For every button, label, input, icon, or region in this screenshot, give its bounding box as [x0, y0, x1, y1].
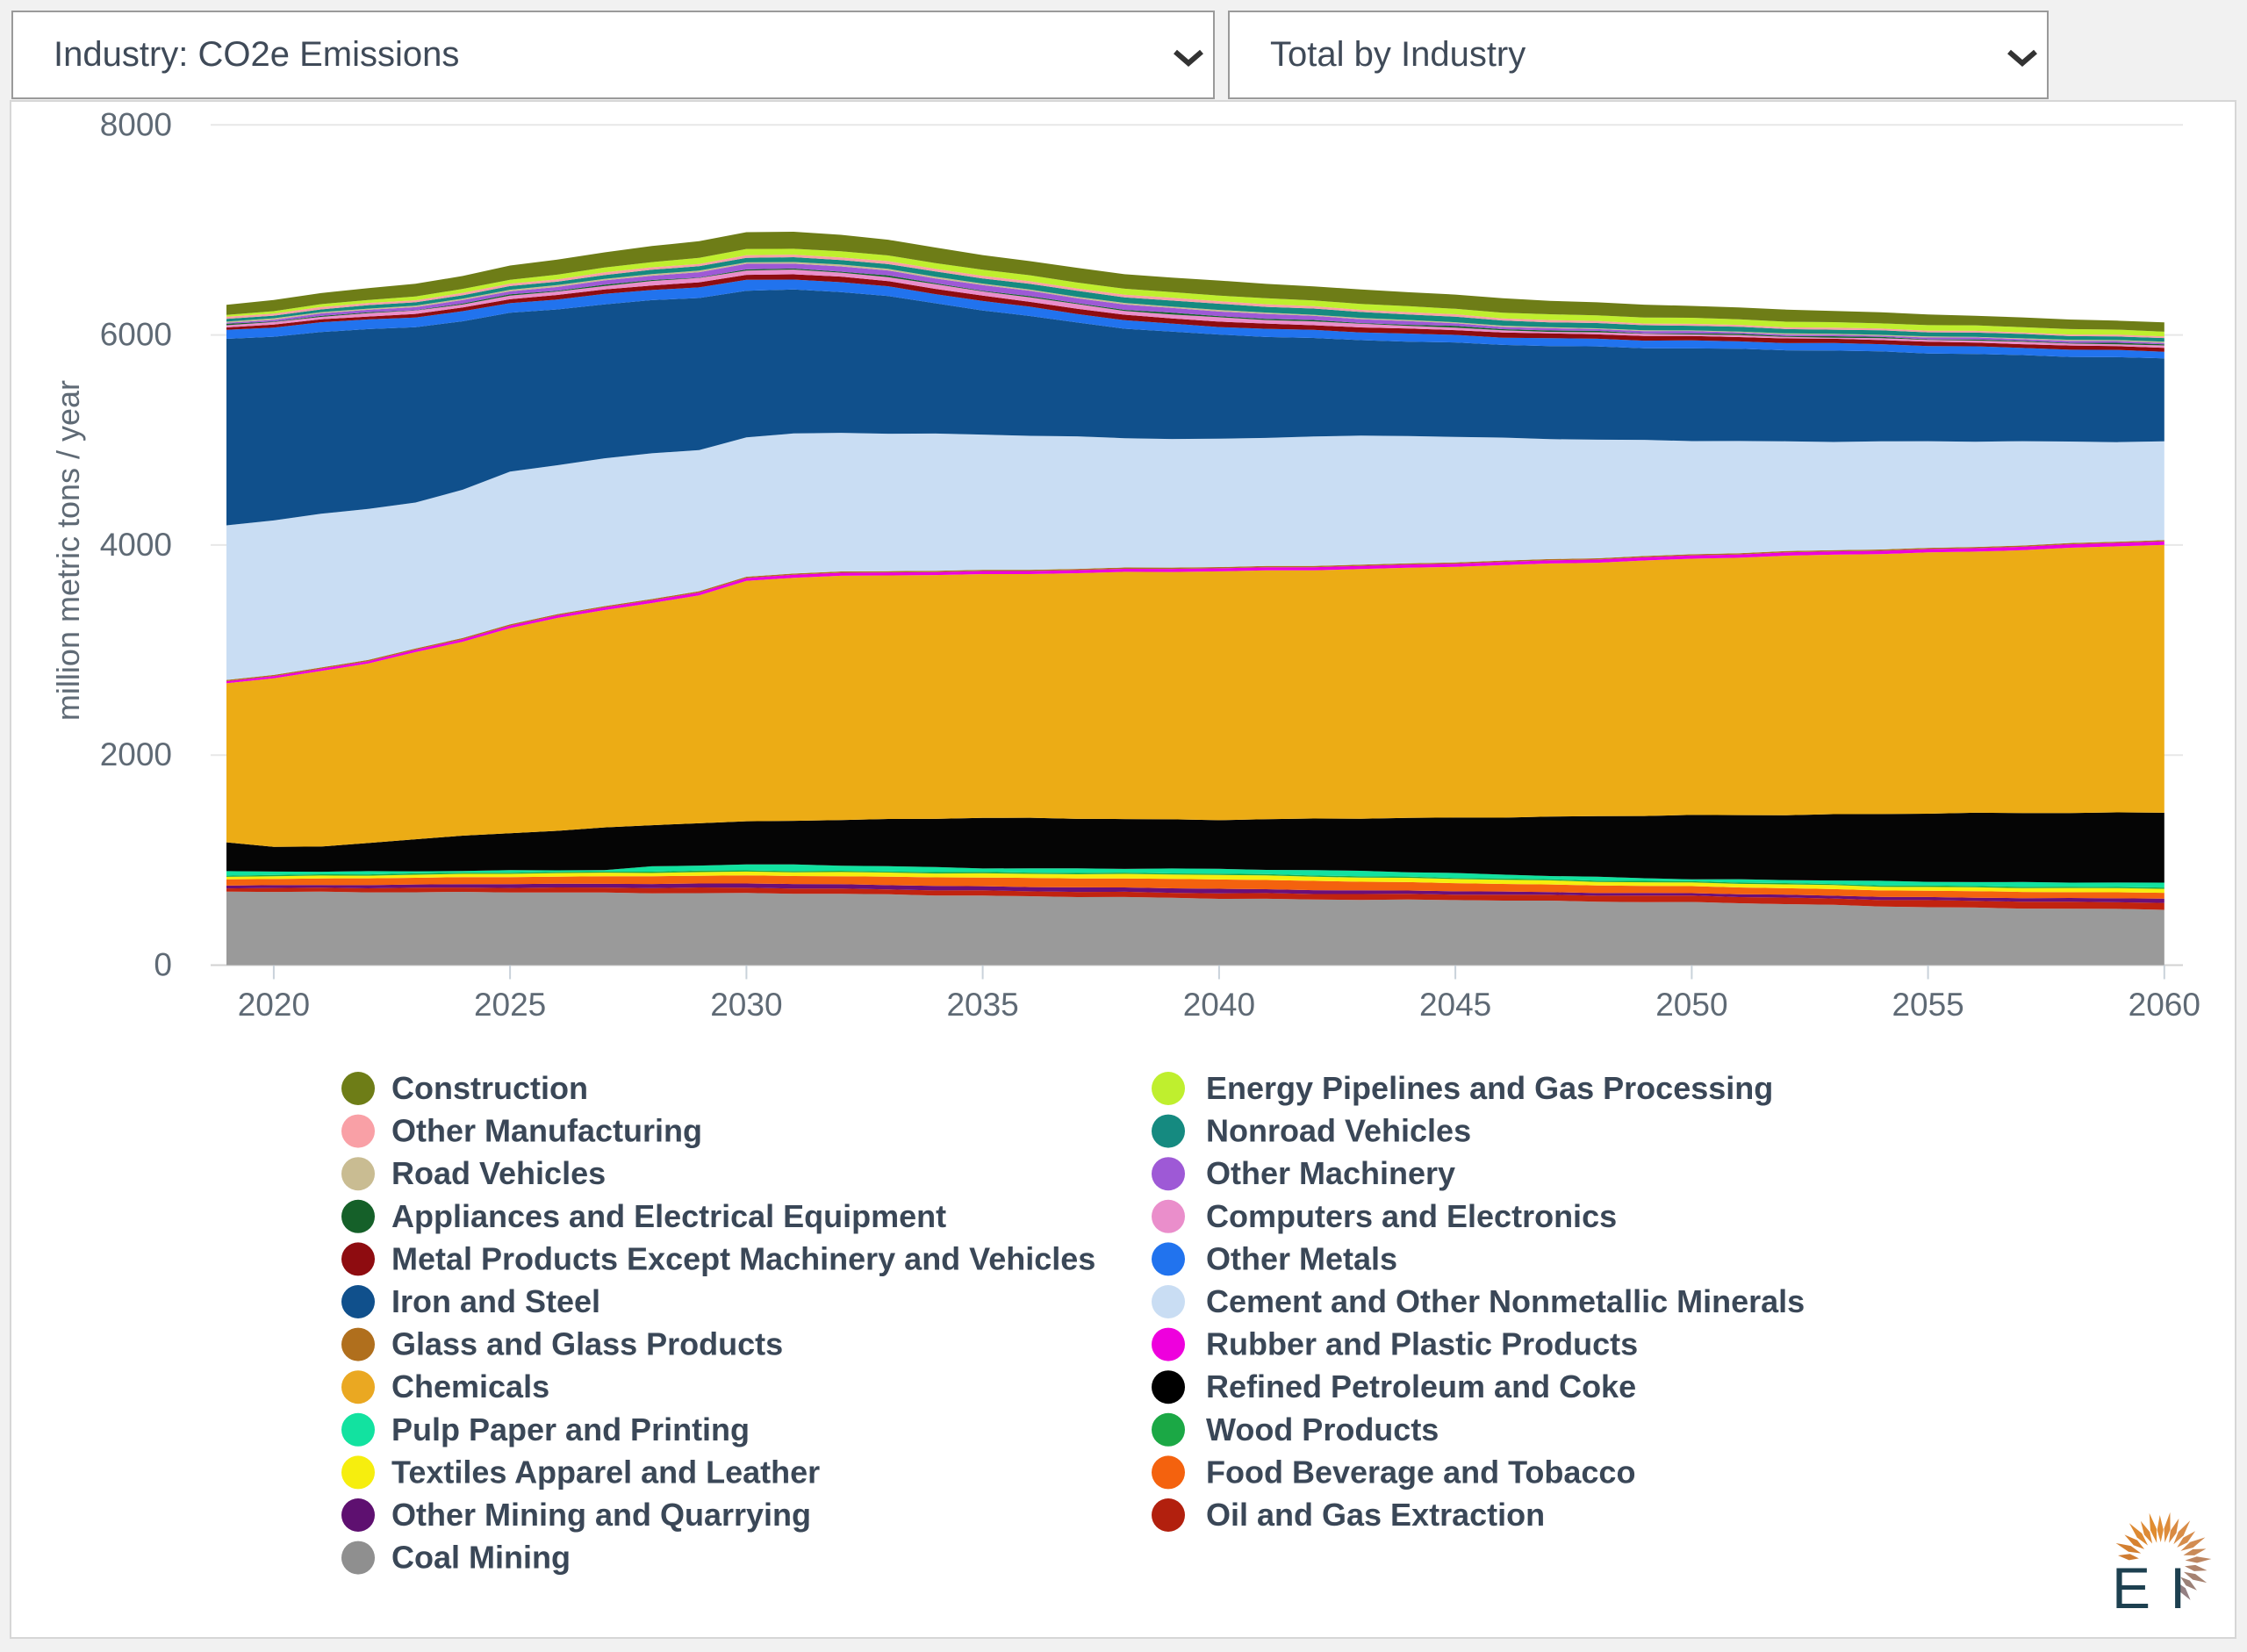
svg-text:Pulp Paper and Printing: Pulp Paper and Printing [391, 1411, 750, 1447]
svg-text:Cement and Other Nonmetallic M: Cement and Other Nonmetallic Minerals [1206, 1283, 1805, 1319]
svg-text:2000: 2000 [100, 736, 172, 772]
svg-text:0: 0 [154, 947, 172, 983]
svg-text:Other Metals: Other Metals [1206, 1240, 1397, 1276]
svg-text:6000: 6000 [100, 317, 172, 353]
svg-text:2025: 2025 [474, 987, 546, 1023]
svg-text:2060: 2060 [2129, 987, 2200, 1023]
svg-text:Computers and Electronics: Computers and Electronics [1206, 1198, 1617, 1234]
svg-text:2040: 2040 [1183, 987, 1255, 1023]
svg-text:Other Mining and Quarrying: Other Mining and Quarrying [391, 1497, 811, 1533]
svg-text:2035: 2035 [946, 987, 1018, 1023]
svg-text:2055: 2055 [1892, 987, 1963, 1023]
svg-text:8000: 8000 [100, 106, 172, 142]
svg-text:Coal Mining: Coal Mining [391, 1540, 571, 1576]
svg-text:Road Vehicles: Road Vehicles [391, 1155, 606, 1191]
svg-text:Oil and Gas Extraction: Oil and Gas Extraction [1206, 1497, 1545, 1533]
svg-text:Energy Pipelines and Gas Proce: Energy Pipelines and Gas Processing [1206, 1070, 1773, 1106]
svg-text:Wood Products: Wood Products [1206, 1411, 1439, 1447]
svg-text:4000: 4000 [100, 527, 172, 563]
svg-text:Glass and Glass Products: Glass and Glass Products [391, 1326, 783, 1362]
svg-text:Chemicals: Chemicals [391, 1368, 549, 1404]
svg-text:Other Machinery: Other Machinery [1206, 1155, 1455, 1191]
svg-text:Refined Petroleum and Coke: Refined Petroleum and Coke [1206, 1368, 1636, 1404]
svg-text:2045: 2045 [1419, 987, 1491, 1023]
svg-text:2050: 2050 [1655, 987, 1727, 1023]
svg-text:Nonroad Vehicles: Nonroad Vehicles [1206, 1113, 1471, 1149]
svg-text:Food Beverage and Tobacco: Food Beverage and Tobacco [1206, 1454, 1635, 1490]
svg-text:2030: 2030 [710, 987, 782, 1023]
svg-text:Metal Products Except Machiner: Metal Products Except Machinery and Vehi… [391, 1240, 1095, 1276]
svg-text:2020: 2020 [238, 987, 310, 1023]
svg-text:Appliances and Electrical Equi: Appliances and Electrical Equipment [391, 1198, 946, 1234]
svg-text:Other Manufacturing: Other Manufacturing [391, 1113, 702, 1149]
svg-text:Rubber and Plastic Products: Rubber and Plastic Products [1206, 1326, 1638, 1362]
svg-text:Iron and Steel: Iron and Steel [391, 1283, 600, 1319]
svg-text:Textiles Apparel and Leather: Textiles Apparel and Leather [391, 1454, 820, 1490]
svg-text:Construction: Construction [391, 1070, 588, 1106]
